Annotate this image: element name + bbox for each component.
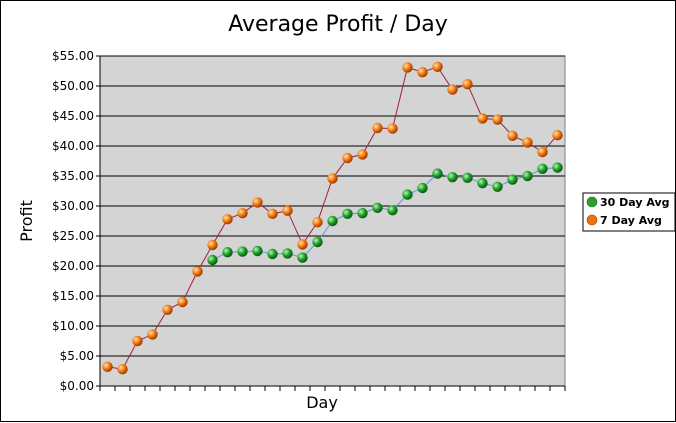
data-point-30-day-avg	[492, 181, 503, 192]
y-axis-title: Profit	[17, 200, 36, 242]
y-tick-label: $0.00	[60, 379, 94, 393]
data-point-30-day-avg	[552, 162, 563, 173]
legend-box	[582, 192, 676, 232]
data-point-30-day-avg	[312, 236, 323, 248]
data-point-7-day-avg	[222, 214, 233, 225]
legend-label-30-day-avg: 30 Day Avg	[600, 196, 670, 209]
legend-label-7-day-avg: 7 Day Avg	[600, 214, 662, 227]
data-point-7-day-avg	[207, 239, 218, 251]
y-axis-tick-labels: $0.00 $5.00 $10.00 $15.00 $20.00 $25.00 $30.00…	[52, 49, 100, 393]
data-point-7-day-avg	[477, 113, 488, 124]
y-tick-label: $40.00	[52, 139, 94, 153]
data-point-7-day-avg	[327, 173, 338, 184]
data-point-30-day-avg	[387, 205, 398, 216]
data-point-7-day-avg	[162, 304, 173, 315]
data-point-7-day-avg	[522, 137, 533, 148]
y-tick-label: $30.00	[52, 199, 94, 213]
data-point-30-day-avg	[237, 246, 248, 257]
data-point-30-day-avg	[222, 247, 233, 258]
data-point-7-day-avg	[117, 364, 128, 375]
data-point-30-day-avg	[357, 208, 368, 219]
y-tick-label: $15.00	[52, 289, 94, 303]
legend-marker-30-day-avg	[586, 196, 598, 208]
chart-title: Average Profit / Day	[228, 12, 448, 37]
y-tick-label: $5.00	[60, 349, 94, 363]
legend-marker-7-day-avg	[586, 214, 598, 226]
data-point-7-day-avg	[267, 208, 278, 219]
data-point-7-day-avg	[537, 146, 548, 158]
data-point-30-day-avg	[342, 208, 353, 219]
data-point-7-day-avg	[102, 361, 113, 372]
y-tick-label: $55.00	[52, 49, 94, 63]
x-axis-ticks	[99, 386, 566, 391]
data-point-7-day-avg	[492, 114, 503, 125]
data-point-7-day-avg	[342, 152, 353, 164]
data-point-30-day-avg	[477, 178, 488, 189]
data-point-30-day-avg	[267, 248, 278, 260]
data-point-7-day-avg	[447, 84, 458, 95]
y-tick-label: $20.00	[52, 259, 94, 273]
data-point-7-day-avg	[237, 208, 248, 219]
data-point-30-day-avg	[252, 245, 263, 257]
data-point-30-day-avg	[327, 215, 338, 227]
data-point-30-day-avg	[462, 172, 473, 183]
data-point-7-day-avg	[252, 197, 263, 208]
data-point-30-day-avg	[432, 168, 443, 179]
data-point-7-day-avg	[372, 122, 383, 134]
y-tick-label: $10.00	[52, 319, 94, 333]
data-point-30-day-avg	[522, 170, 533, 182]
legend: 30 Day Avg 7 Day Avg	[582, 192, 676, 232]
data-point-30-day-avg	[372, 202, 383, 213]
y-tick-label: $45.00	[52, 109, 94, 123]
data-point-7-day-avg	[282, 205, 293, 216]
data-point-7-day-avg	[507, 130, 518, 141]
data-point-30-day-avg	[447, 172, 458, 183]
data-point-7-day-avg	[417, 67, 428, 78]
data-point-30-day-avg	[537, 163, 548, 174]
data-point-30-day-avg	[507, 174, 518, 185]
y-tick-label: $35.00	[52, 169, 94, 183]
data-point-7-day-avg	[312, 217, 323, 228]
data-point-7-day-avg	[552, 130, 563, 141]
series-points	[102, 61, 563, 375]
data-point-7-day-avg	[297, 239, 308, 250]
data-point-7-day-avg	[177, 296, 188, 308]
x-axis-title: Day	[306, 393, 338, 412]
data-point-30-day-avg	[297, 252, 308, 263]
data-point-7-day-avg	[192, 266, 203, 277]
data-point-7-day-avg	[147, 329, 158, 340]
data-point-7-day-avg	[132, 335, 143, 347]
gridlines	[100, 55, 565, 357]
y-tick-label: $50.00	[52, 79, 94, 93]
data-point-7-day-avg	[432, 61, 443, 72]
data-point-7-day-avg	[387, 123, 398, 134]
y-tick-label: $25.00	[52, 229, 94, 243]
data-point-7-day-avg	[357, 149, 368, 160]
data-point-7-day-avg	[462, 79, 473, 90]
data-point-30-day-avg	[402, 189, 413, 200]
data-point-30-day-avg	[417, 182, 428, 194]
data-point-7-day-avg	[402, 62, 413, 73]
data-point-30-day-avg	[282, 248, 293, 259]
data-point-30-day-avg	[207, 254, 218, 266]
